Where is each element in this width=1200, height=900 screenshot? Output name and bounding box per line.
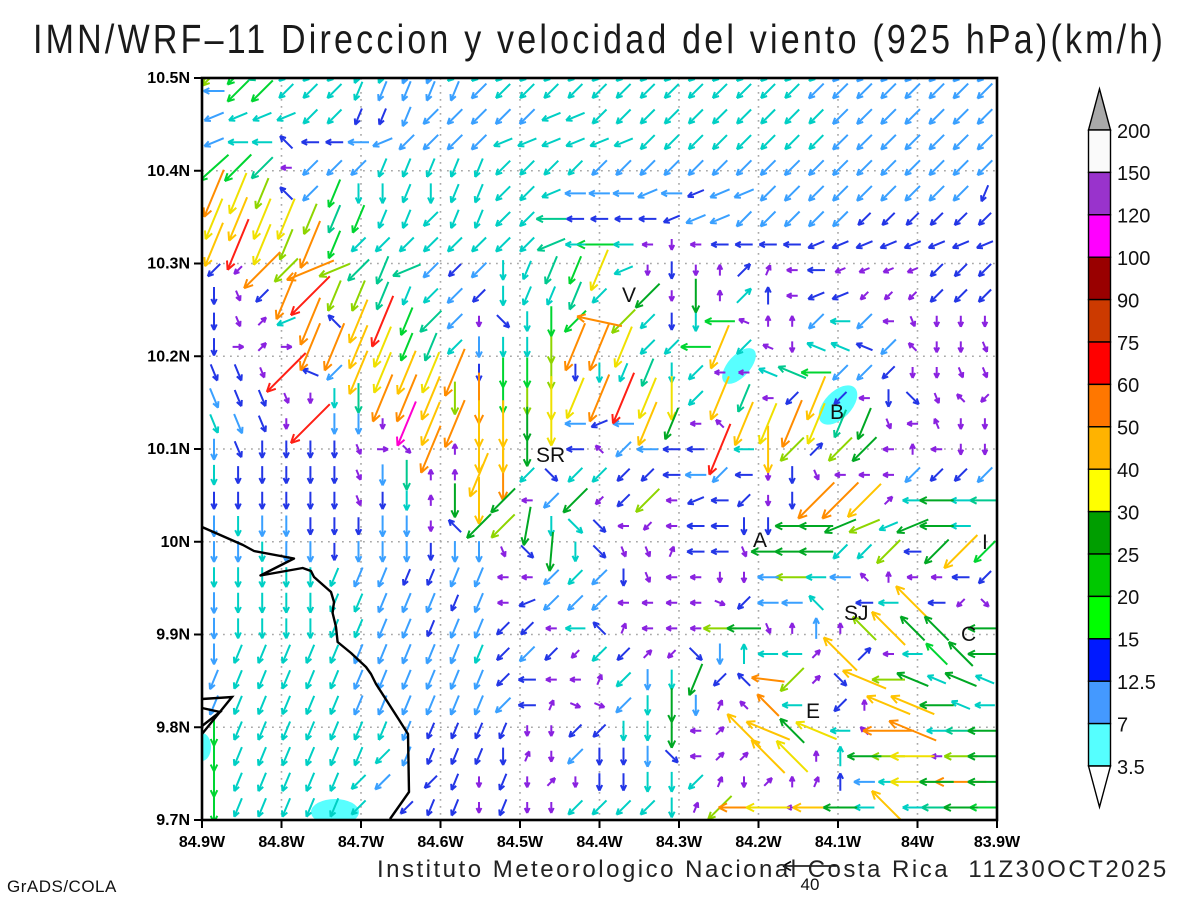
svg-text:10.4N: 10.4N: [147, 163, 190, 180]
svg-text:84.6W: 84.6W: [417, 834, 464, 851]
svg-text:50: 50: [1117, 418, 1139, 440]
svg-text:120: 120: [1117, 206, 1150, 228]
svg-text:I: I: [982, 531, 988, 554]
svg-text:84.9W: 84.9W: [179, 834, 226, 851]
svg-text:10N: 10N: [161, 534, 190, 551]
svg-text:7: 7: [1117, 714, 1128, 736]
svg-text:25: 25: [1117, 545, 1139, 567]
svg-text:200: 200: [1117, 121, 1150, 143]
svg-text:40: 40: [801, 875, 820, 894]
svg-text:84.2W: 84.2W: [735, 834, 782, 851]
svg-text:A: A: [753, 529, 767, 552]
svg-text:9.8N: 9.8N: [156, 719, 190, 736]
svg-text:SR: SR: [536, 444, 565, 467]
svg-text:9.9N: 9.9N: [156, 627, 190, 644]
svg-text:100: 100: [1117, 248, 1150, 270]
svg-text:83.9W: 83.9W: [974, 834, 1021, 851]
svg-text:C: C: [961, 623, 976, 646]
svg-text:84.5W: 84.5W: [497, 834, 544, 851]
svg-text:B: B: [830, 401, 844, 424]
svg-text:84W: 84W: [901, 834, 935, 851]
svg-text:60: 60: [1117, 375, 1139, 397]
svg-text:10.5N: 10.5N: [147, 70, 190, 87]
svg-text:84.7W: 84.7W: [338, 834, 385, 851]
svg-text:150: 150: [1117, 163, 1150, 185]
svg-text:90: 90: [1117, 290, 1139, 312]
svg-text:12.5: 12.5: [1117, 672, 1156, 694]
svg-text:75: 75: [1117, 333, 1139, 355]
svg-text:E: E: [806, 700, 820, 723]
svg-text:40: 40: [1117, 460, 1139, 482]
svg-text:30: 30: [1117, 502, 1139, 524]
svg-text:84.1W: 84.1W: [815, 834, 862, 851]
svg-text:15: 15: [1117, 630, 1139, 652]
svg-text:10.1N: 10.1N: [147, 441, 190, 458]
svg-text:20: 20: [1117, 587, 1139, 609]
svg-text:10.2N: 10.2N: [147, 348, 190, 365]
svg-text:84.4W: 84.4W: [576, 834, 623, 851]
svg-text:84.3W: 84.3W: [656, 834, 703, 851]
svg-text:V: V: [622, 284, 636, 307]
svg-text:9.7N: 9.7N: [156, 812, 190, 829]
svg-text:SJ: SJ: [844, 602, 869, 625]
svg-text:3.5: 3.5: [1117, 757, 1145, 779]
svg-text:10.3N: 10.3N: [147, 256, 190, 273]
svg-text:84.8W: 84.8W: [258, 834, 305, 851]
